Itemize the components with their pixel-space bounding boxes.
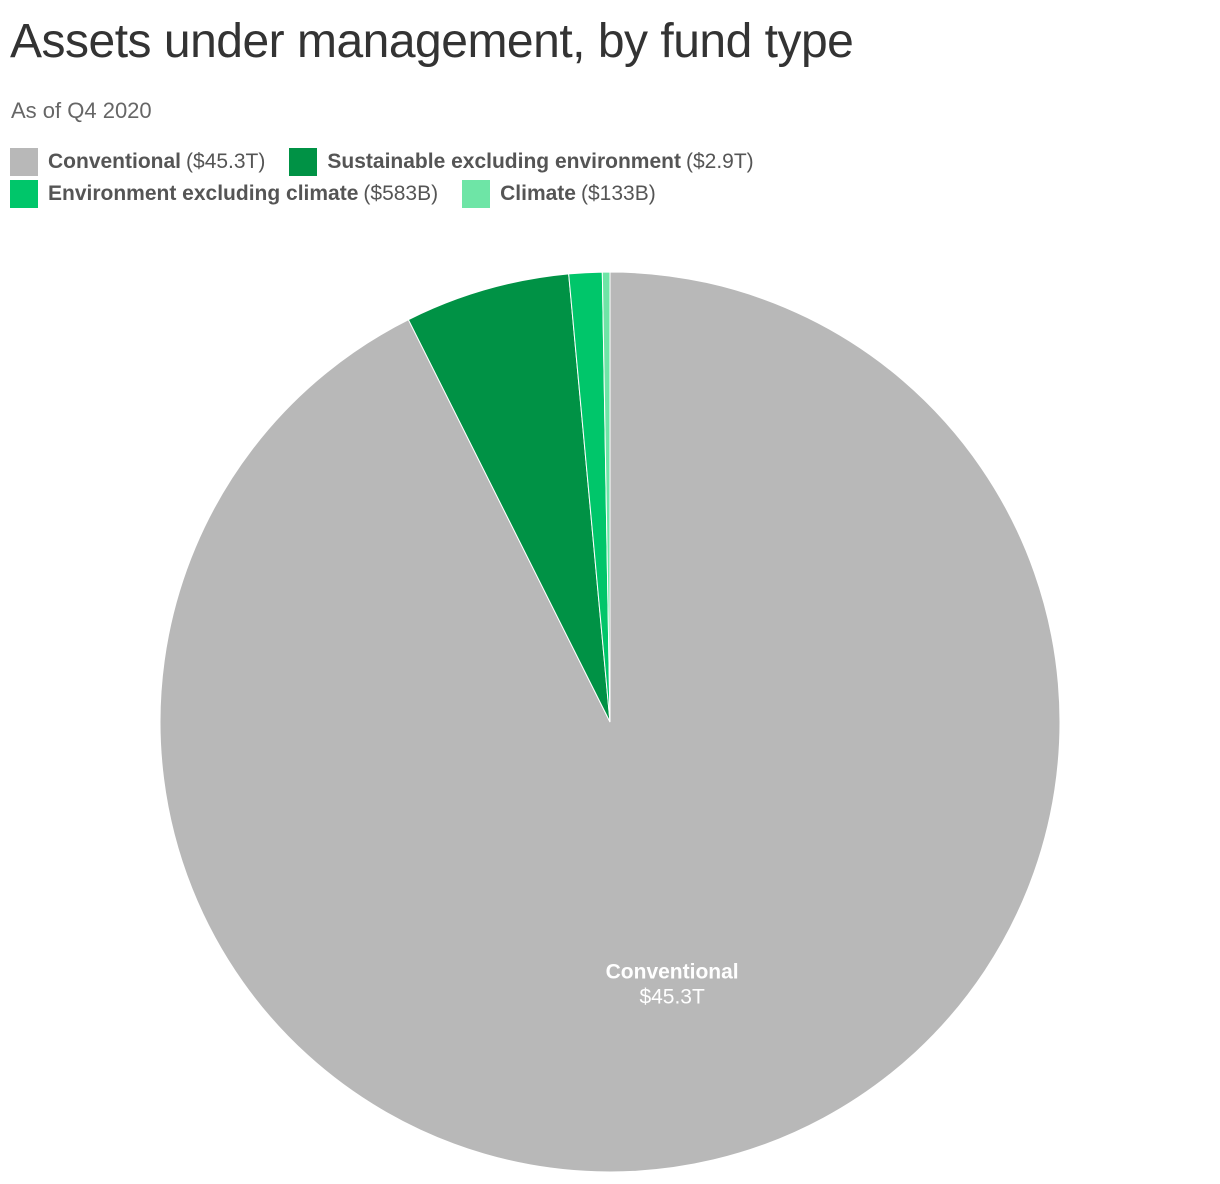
legend-swatch	[10, 148, 38, 176]
slice-label-name: Conventional	[606, 960, 739, 983]
pie-slice	[601, 271, 611, 723]
legend-item: Sustainable excluding environment ($2.9T)	[289, 148, 754, 176]
legend-item: Climate ($133B)	[462, 180, 656, 208]
legend-name: Conventional	[48, 150, 182, 173]
legend-swatch	[10, 180, 38, 208]
legend-swatch	[289, 148, 318, 176]
legend-value: ($133B)	[580, 182, 656, 205]
legend: Conventional ($45.3T) Sustainable excludin…	[10, 148, 840, 208]
legend-value: ($583B)	[363, 182, 439, 205]
pie-slice	[407, 273, 611, 723]
legend-value: ($2.9T)	[685, 150, 754, 173]
legend-value: ($45.3T)	[186, 150, 266, 173]
chart-title: Assets under management, by fund type	[10, 15, 854, 68]
legend-name: Climate	[500, 182, 576, 205]
legend-item: Conventional ($45.3T)	[10, 148, 265, 176]
chart-subtitle: As of Q4 2020	[11, 98, 152, 123]
legend-name: Environment excluding climate	[48, 182, 359, 205]
legend-item: Environment excluding climate ($583B)	[10, 180, 438, 208]
legend-swatch	[462, 180, 491, 208]
slice-label-value: $45.3T	[639, 985, 705, 1008]
legend-name: Sustainable excluding environment	[327, 150, 681, 173]
